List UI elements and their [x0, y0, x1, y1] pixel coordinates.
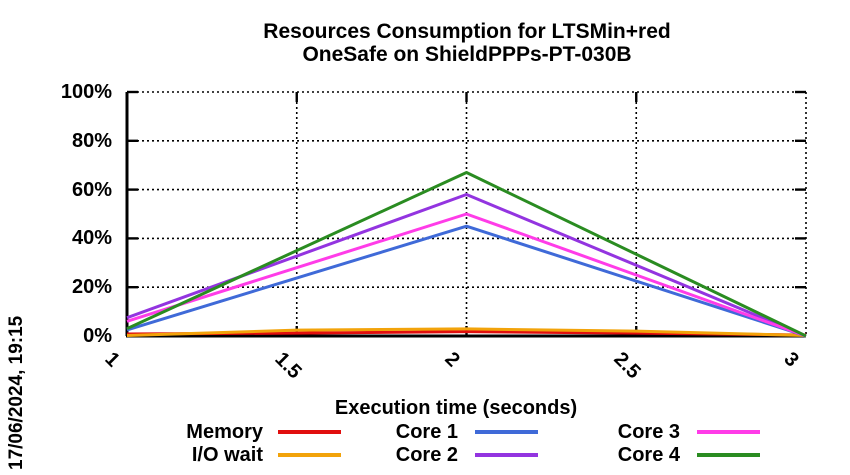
series-line-core-2	[126, 192, 807, 338]
y-tick-label: 60%	[71, 178, 112, 201]
y-tick-label: 0%	[83, 325, 112, 347]
legend-line-sample	[697, 430, 760, 434]
series-line-core-3	[126, 212, 807, 338]
legend-label-core-4: Core 4	[617, 444, 680, 466]
x-axis-title: Execution time (seconds)	[334, 397, 578, 419]
legend-label-core-3: Core 3	[617, 421, 680, 443]
series-line-core-1	[126, 224, 807, 338]
legend-line-sample	[278, 430, 341, 434]
series-line-core-4	[126, 171, 807, 338]
y-tick-label: 100%	[60, 81, 112, 103]
y-tick-label: 40%	[71, 227, 112, 250]
legend-line-sample	[278, 453, 341, 457]
y-tick-label: 20%	[71, 276, 112, 299]
series-line-i-o-wait	[126, 327, 807, 338]
legend-line-sample	[475, 430, 538, 434]
legend-line-sample	[697, 453, 760, 457]
chart-title-line1: Resources Consumption for LTSMin+red	[263, 20, 671, 43]
legend-label-core-2: Core 2	[395, 444, 458, 466]
legend-label-core-1: Core 1	[395, 421, 458, 443]
legend-line-sample	[475, 453, 538, 457]
chart-title: Resources Consumption for LTSMin+red One…	[117, 20, 817, 66]
legend-label-memory: Memory	[186, 421, 263, 443]
y-tick-label: 80%	[71, 129, 112, 152]
chart-title-line2: OneSafe on ShieldPPPs-PT-030B	[302, 43, 632, 66]
legend-label-i-o-wait: I/O wait	[191, 444, 263, 466]
